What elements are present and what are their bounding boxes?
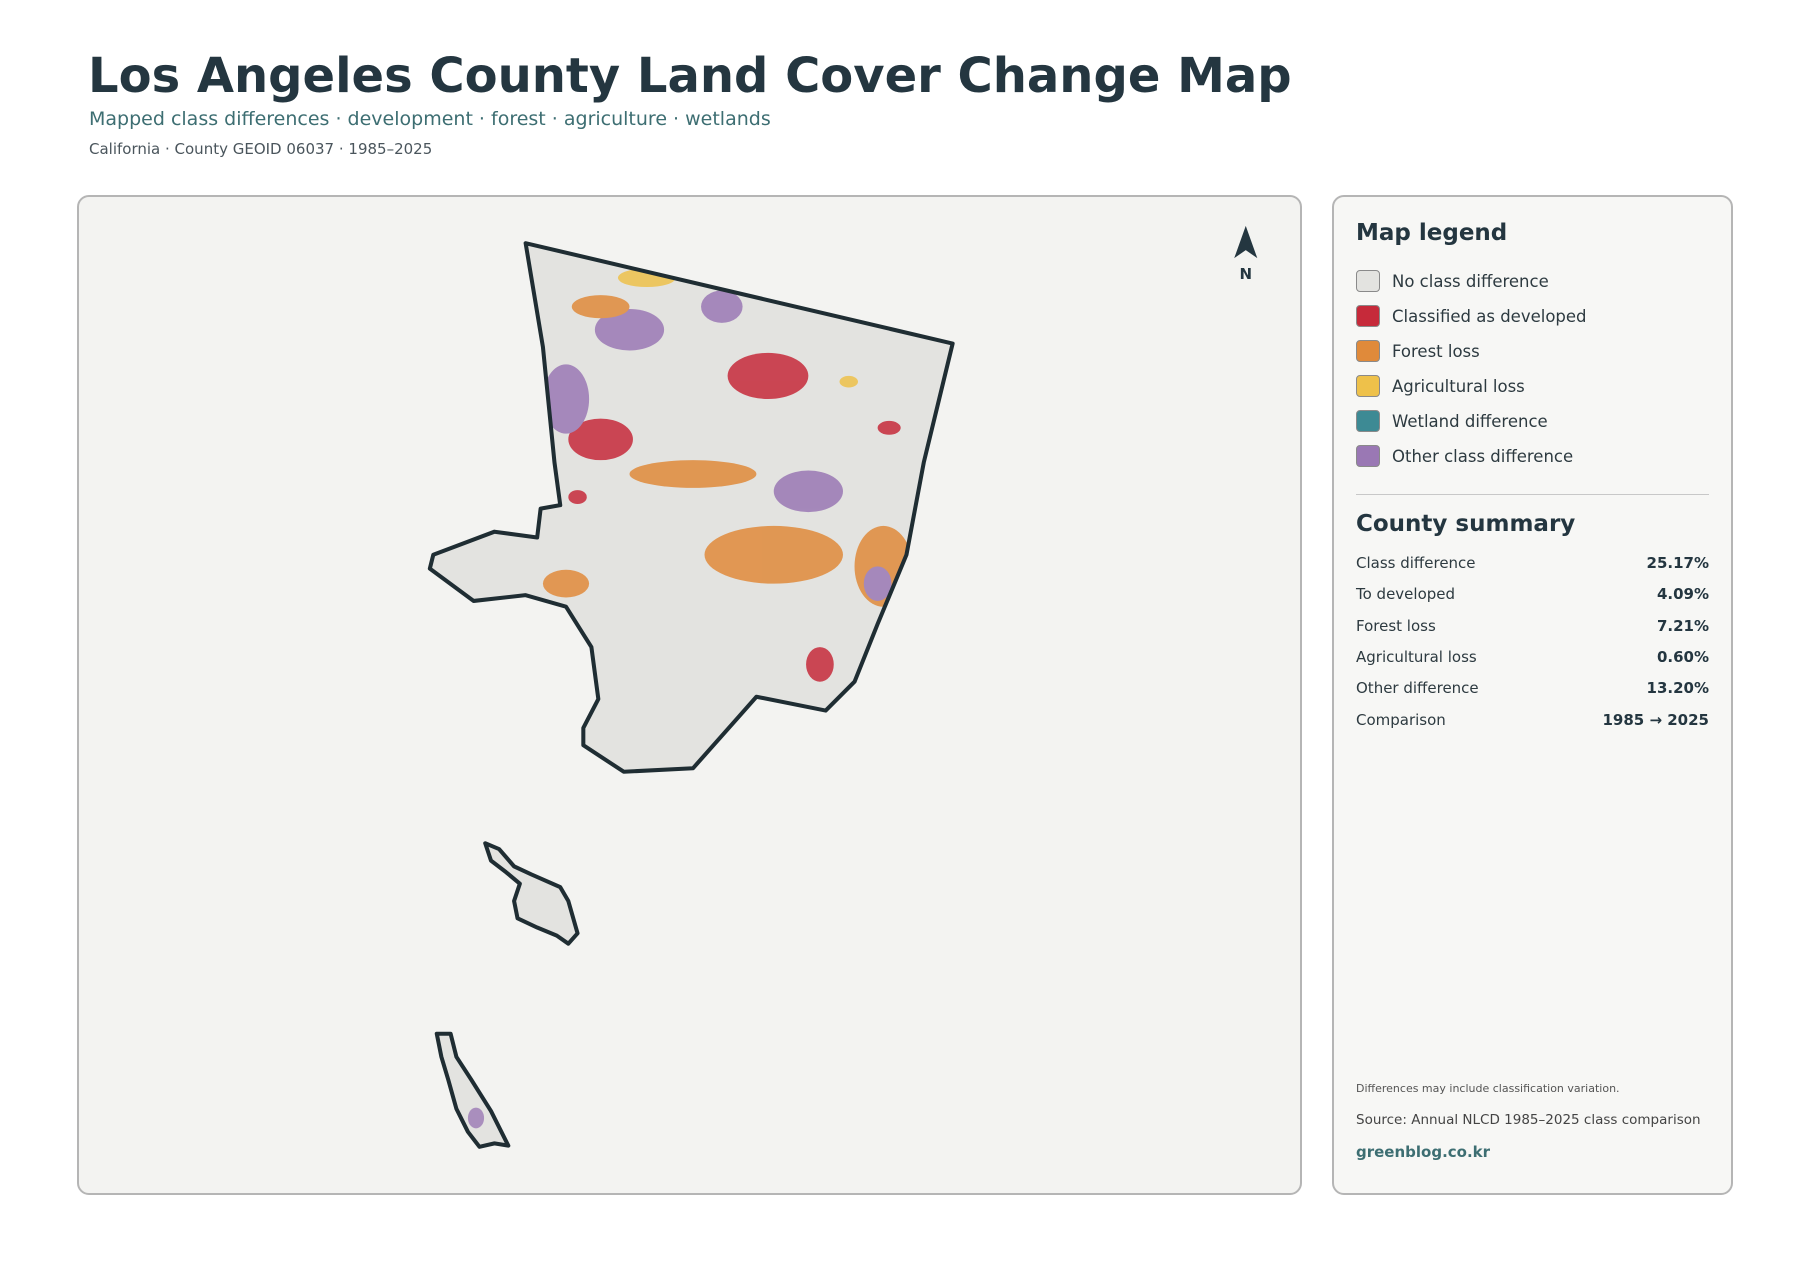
- legend-swatch: [1356, 340, 1380, 362]
- legend-swatch: [1356, 305, 1380, 327]
- footnote: Differences may include classification v…: [1356, 1082, 1620, 1095]
- site-link[interactable]: greenblog.co.kr: [1356, 1143, 1491, 1161]
- legend-swatch: [1356, 410, 1380, 432]
- legend-label: No class difference: [1392, 271, 1549, 291]
- source: Source: Annual NLCD 1985–2025 class comp…: [1356, 1112, 1701, 1128]
- summary-value: 25.17%: [1646, 554, 1709, 572]
- north-arrow: [1234, 225, 1258, 259]
- catalina-island: [483, 841, 580, 946]
- legend-panel: Map legend No class difference Classified…: [1332, 195, 1733, 1195]
- legend-title: Map legend: [1356, 220, 1508, 246]
- summary-row: Comparison 1985 → 2025: [1356, 711, 1709, 729]
- summary-value: 4.09%: [1656, 585, 1709, 604]
- legend-swatch: [1356, 375, 1380, 397]
- north-label: N: [1239, 265, 1252, 283]
- map-panel: N: [77, 195, 1302, 1195]
- summary-value: 0.60%: [1656, 647, 1709, 666]
- summary-title: County summary: [1356, 511, 1576, 537]
- county-outline: [427, 241, 955, 774]
- summary-label: Comparison: [1356, 710, 1446, 729]
- legend-label: Classified as developed: [1392, 306, 1587, 326]
- summary-label: Agricultural loss: [1356, 647, 1477, 666]
- san-clemente-island: [434, 1031, 511, 1149]
- legend-item: Classified as developed: [1356, 304, 1587, 328]
- summary-label: To developed: [1356, 585, 1456, 604]
- subtitle: Mapped class differences · development ·…: [89, 108, 771, 130]
- legend-item: Wetland difference: [1356, 409, 1548, 433]
- divider: [1356, 494, 1709, 495]
- legend-item: No class difference: [1356, 269, 1549, 293]
- summary-label: Other difference: [1356, 679, 1479, 698]
- summary-value: 1985 → 2025: [1602, 710, 1709, 729]
- summary-label: Class difference: [1356, 554, 1476, 572]
- legend-label: Other class difference: [1392, 446, 1574, 466]
- summary-label: Forest loss: [1356, 616, 1436, 635]
- legend-swatch: [1356, 270, 1380, 292]
- summary-value: 13.20%: [1646, 679, 1709, 698]
- summary-value: 7.21%: [1656, 616, 1709, 635]
- summary-row: Other difference 13.20%: [1356, 679, 1709, 697]
- legend-item: Other class difference: [1356, 444, 1573, 468]
- legend-label: Wetland difference: [1392, 411, 1548, 431]
- meta: California · County GEOID 06037 · 1985–2…: [89, 140, 433, 158]
- legend-label: Forest loss: [1392, 341, 1480, 361]
- summary-row: To developed 4.09%: [1356, 585, 1709, 603]
- legend-item: Forest loss: [1356, 339, 1480, 363]
- change-patch: [467, 1107, 485, 1129]
- county-mainland: [429, 243, 953, 772]
- summary-row: Class difference 25.17%: [1356, 554, 1709, 572]
- legend-swatch: [1356, 445, 1380, 467]
- legend-item: Agricultural loss: [1356, 374, 1525, 398]
- county-map: N: [427, 225, 1258, 1149]
- summary-row: Agricultural loss 0.60%: [1356, 648, 1709, 666]
- page-title: Los Angeles County Land Cover Change Map: [88, 48, 1292, 104]
- legend-label: Agricultural loss: [1392, 376, 1525, 396]
- summary-row: Forest loss 7.21%: [1356, 617, 1709, 635]
